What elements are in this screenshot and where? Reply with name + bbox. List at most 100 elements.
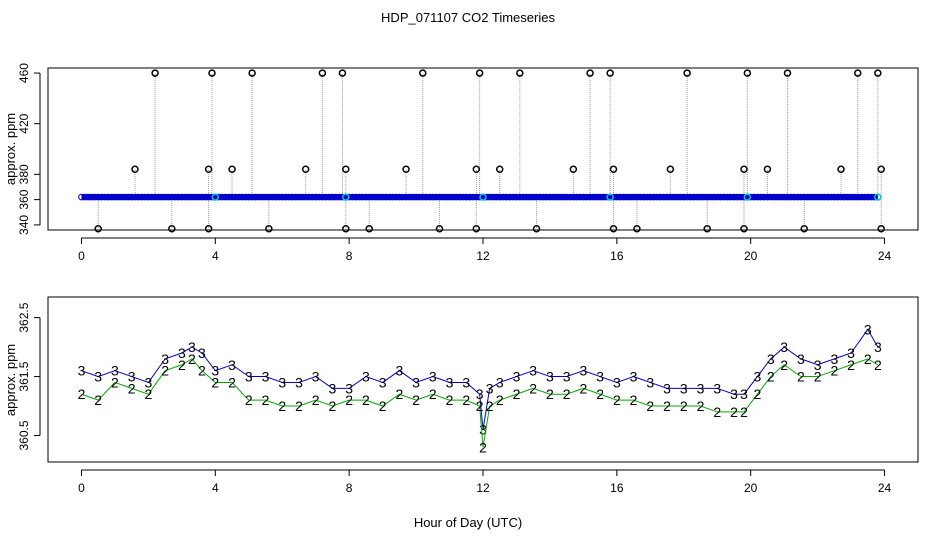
baseline-point [329,193,336,201]
baseline-point [382,193,390,201]
baseline-point [787,193,795,201]
baseline-point [248,193,256,201]
baseline-point [854,193,862,201]
baseline-point [847,193,855,201]
baseline-point [570,193,577,201]
series-2-point: 2 [211,374,219,390]
baseline-point [88,193,95,201]
baseline-point [111,193,119,201]
high-spike-point [874,69,882,77]
low-spike-point [265,224,273,233]
series-3-point: 3 [496,374,504,390]
baseline-point [222,193,229,201]
baseline-point [175,193,182,201]
low-spike-point [532,224,541,233]
series-2-point: 2 [753,386,761,402]
series-3-point: 3 [111,363,119,379]
series-2-point: 2 [797,369,805,385]
mid-spike-point [342,165,350,173]
top-plot-frame [47,67,919,231]
baseline-point [700,193,708,201]
mid-spike-point [402,165,410,173]
baseline-point [536,193,544,201]
baseline-point [857,193,865,201]
baseline-point [332,193,340,201]
baseline-point [168,193,176,201]
baseline-point [158,193,166,201]
baseline-point [299,193,306,201]
series-3-point: 3 [78,363,86,379]
baseline-point [205,193,212,201]
baseline-point [178,193,186,201]
series-3-point: 3 [362,369,370,385]
series-2-point: 2 [479,439,487,455]
low-spike-point [365,224,373,233]
baseline-point [449,193,457,201]
baseline-point [616,193,624,201]
baseline-point [827,193,835,201]
series-2-point: 2 [144,386,152,402]
bottom-y-tick-label: 361.5 [17,361,31,391]
series-3-point: 3 [874,339,882,355]
mid-spike-point [131,165,139,173]
bottom-x-tick-label: 4 [212,481,219,495]
high-spike-point [683,69,691,77]
series-3-point: 3 [814,357,822,373]
high-spike-point [248,69,256,77]
series-3-point: 3 [740,386,748,402]
series-2-point: 2 [740,404,748,420]
high-spike-point [516,69,524,77]
baseline-point [640,193,647,201]
series-3-point: 3 [329,380,337,396]
series-3-point: 3 [144,374,152,390]
baseline-point [861,193,868,201]
baseline-point [710,193,718,201]
baseline-point [723,193,731,201]
baseline-point [670,193,678,201]
bottom-x-tick-label: 16 [610,481,624,495]
baseline-point [730,193,738,201]
low-spike-point [609,224,618,233]
baseline-point [412,193,420,201]
baseline-point [566,193,574,201]
top-y-tick-label: 420 [17,113,31,133]
high-spike-point [318,69,327,77]
baseline-point [600,193,607,201]
baseline-point [426,193,433,201]
baseline-point [519,193,527,201]
baseline-point [693,193,701,201]
low-spike-point [94,224,102,233]
series-2-point: 2 [329,398,337,414]
baseline-point [155,193,162,201]
baseline-point [580,193,587,201]
mid-spike-point [301,165,310,173]
baseline-point [626,193,634,201]
baseline-point [145,193,152,201]
baseline-point [563,193,570,201]
bottom-plot-frame [47,296,919,463]
series-2-point: 2 [579,380,587,396]
baseline-point [171,193,179,201]
top-x-tick-label: 8 [346,249,353,263]
baseline-point [135,193,142,201]
top-x-tick-label: 16 [610,249,624,263]
high-spike-point [419,69,427,77]
series-2-point: 2 [613,392,621,408]
mid-spike-point [495,165,504,173]
cyan-point [211,193,220,201]
baseline-point [422,193,430,201]
low-spike-point [342,224,350,233]
bottom-panel: approx. ppm 0 4 8 12 16 20 24 360.5 361.5 362.5 3… [3,296,919,495]
baseline-point [593,193,601,201]
low-spike-point [633,224,641,233]
baseline-point [265,193,273,201]
series-2-point: 2 [395,386,403,402]
baseline-point [503,193,510,201]
mid-spike-point [228,165,236,173]
series-3-point: 3 [198,345,206,361]
series-2-point: 2 [730,404,738,420]
baseline-point [409,193,417,201]
baseline-point [851,193,858,201]
mid-spike-point [204,165,213,173]
